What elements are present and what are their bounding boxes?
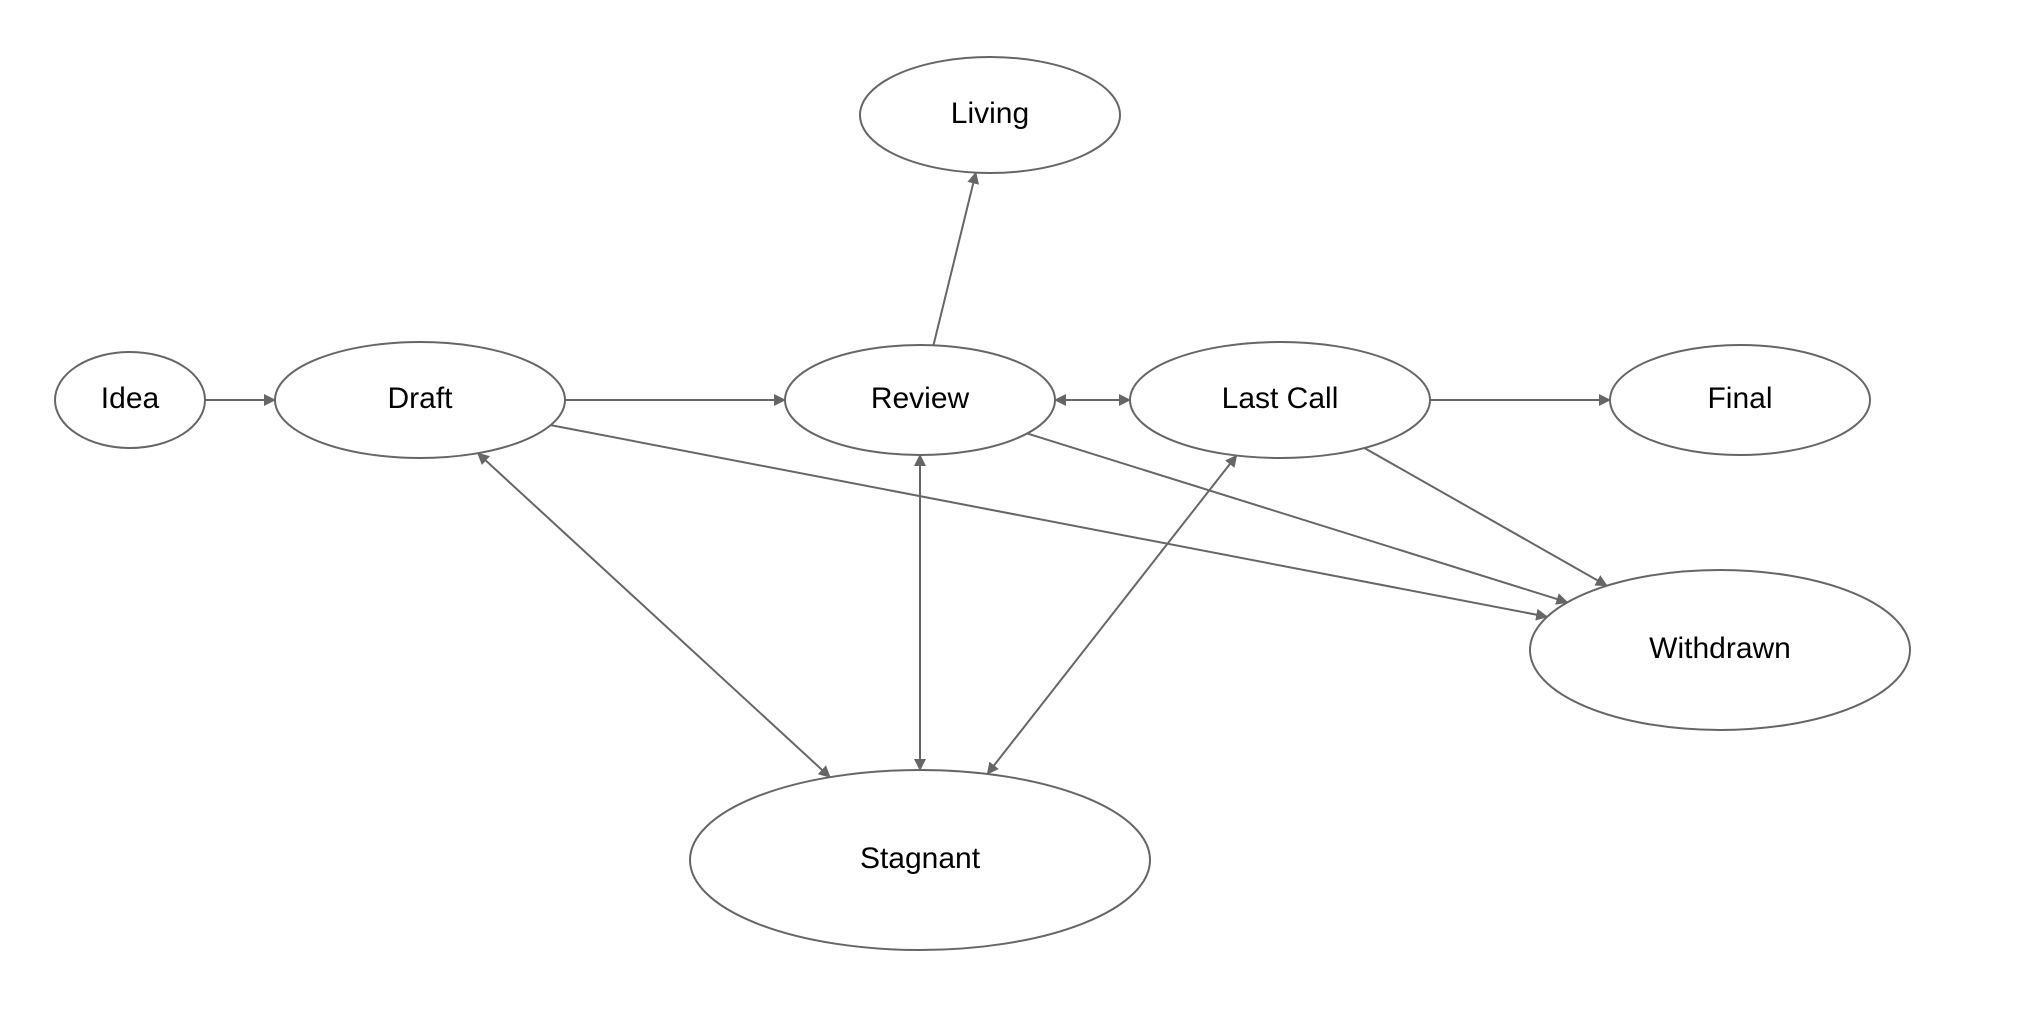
nodes-group: Idea Draft Review Last Call Final Living Withd…: [55, 57, 1910, 950]
edge-draft-stagnant: [478, 453, 830, 777]
node-final: Final: [1610, 345, 1870, 455]
node-label-review: Review: [871, 382, 970, 415]
node-label-idea: Idea: [101, 382, 160, 415]
node-lastcall: Last Call: [1130, 342, 1430, 458]
state-diagram: Idea Draft Review Last Call Final Living Withd…: [0, 0, 2044, 1010]
node-label-lastcall: Last Call: [1222, 382, 1339, 415]
node-label-final: Final: [1707, 382, 1772, 415]
edges-group: [205, 173, 1610, 778]
edge-review-living: [933, 173, 975, 346]
node-living: Living: [860, 57, 1120, 173]
edge-draft-withdrawn: [551, 425, 1547, 617]
edge-lastcall-stagnant: [987, 456, 1236, 774]
node-label-draft: Draft: [387, 382, 453, 415]
node-label-stagnant: Stagnant: [860, 842, 981, 875]
node-label-living: Living: [951, 97, 1029, 130]
edge-lastcall-withdrawn: [1364, 448, 1606, 586]
node-review: Review: [785, 345, 1055, 455]
node-withdrawn: Withdrawn: [1530, 570, 1910, 730]
node-idea: Idea: [55, 352, 205, 448]
node-label-withdrawn: Withdrawn: [1649, 632, 1791, 665]
node-stagnant: Stagnant: [690, 770, 1150, 950]
node-draft: Draft: [275, 342, 565, 458]
